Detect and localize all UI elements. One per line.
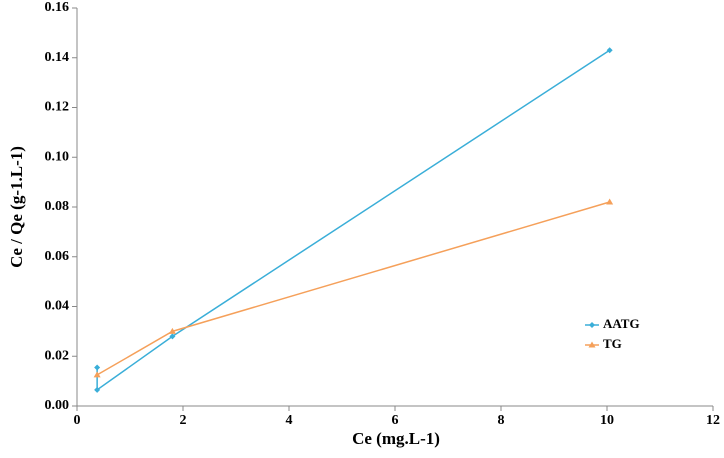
x-tick-label: 0 bbox=[74, 413, 81, 428]
data-point bbox=[93, 371, 101, 378]
data-point bbox=[169, 333, 176, 340]
x-tick-label: 12 bbox=[706, 413, 720, 428]
series-line bbox=[96, 201, 610, 376]
legend-marker bbox=[588, 341, 596, 348]
series-line bbox=[96, 49, 611, 392]
data-point bbox=[168, 327, 176, 334]
x-axis-title: Ce (mg.L-1) bbox=[352, 429, 440, 448]
x-tick-label: 8 bbox=[498, 413, 505, 428]
data-point bbox=[606, 198, 614, 205]
x-tick-label: 2 bbox=[180, 413, 187, 428]
y-tick-label: 0.02 bbox=[45, 348, 70, 363]
x-tick-label: 4 bbox=[286, 413, 293, 428]
x-tick-label: 6 bbox=[392, 413, 399, 428]
y-tick-label: 0.14 bbox=[45, 50, 70, 65]
y-axis-title: Ce / Qe (g-1.L-1) bbox=[7, 146, 26, 268]
y-tick-label: 0.12 bbox=[45, 100, 70, 115]
y-tick-label: 0.16 bbox=[45, 0, 70, 15]
legend-label: AATG bbox=[603, 316, 640, 331]
y-tick-label: 0.10 bbox=[45, 149, 70, 164]
y-tick-label: 0.08 bbox=[45, 199, 70, 214]
x-tick-label: 10 bbox=[600, 413, 614, 428]
data-point bbox=[94, 364, 101, 371]
y-tick-label: 0.00 bbox=[45, 398, 70, 413]
data-point bbox=[94, 386, 101, 393]
legend-label: TG bbox=[603, 336, 622, 351]
legend-marker bbox=[589, 322, 595, 328]
data-point bbox=[606, 47, 613, 54]
y-tick-label: 0.06 bbox=[45, 249, 70, 264]
y-tick-label: 0.04 bbox=[45, 299, 70, 314]
